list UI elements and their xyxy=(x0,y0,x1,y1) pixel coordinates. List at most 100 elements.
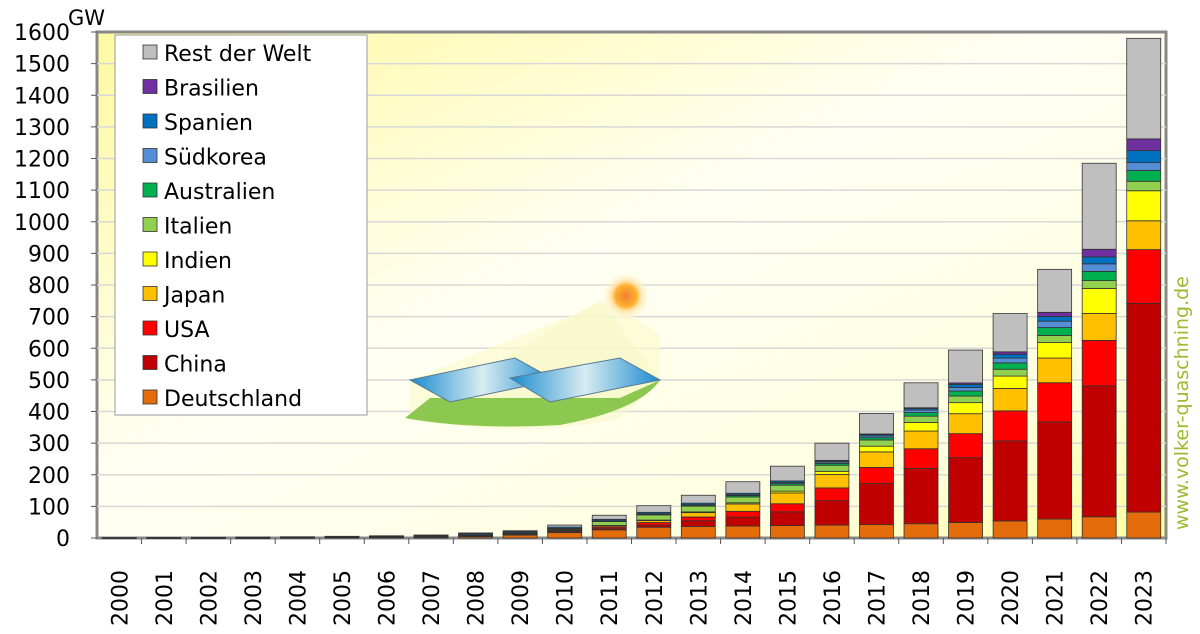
bar-segment xyxy=(1081,271,1117,281)
legend-swatch xyxy=(142,251,158,267)
bar-segment xyxy=(636,514,672,521)
bar-segment xyxy=(859,445,894,453)
bar-segment xyxy=(680,525,716,539)
y-tick-label: 300 xyxy=(28,432,70,457)
bar-segment xyxy=(1081,162,1117,250)
bar-segment xyxy=(413,534,449,536)
bar-segment xyxy=(903,422,939,432)
y-tick-label: 1500 xyxy=(14,53,70,78)
bar-segment xyxy=(235,536,271,539)
legend-swatch xyxy=(142,217,158,232)
y-tick-label: 1600 xyxy=(14,21,70,46)
bar-segment xyxy=(1081,280,1117,289)
bar-stack-2016 xyxy=(814,442,850,539)
bar-segment xyxy=(725,481,761,494)
x-tick-label: 2019 xyxy=(955,570,980,626)
bar-segment xyxy=(680,494,716,504)
bar-segment xyxy=(458,532,494,535)
bars xyxy=(101,37,1162,539)
bar-stack-2006 xyxy=(369,535,404,539)
y-tick-label: 1000 xyxy=(14,211,70,236)
y-tick-label: 100 xyxy=(28,495,70,520)
bar-segment xyxy=(1126,190,1162,222)
bar-segment xyxy=(1037,311,1073,317)
legend-label: Italien xyxy=(164,215,232,240)
bar-segment xyxy=(1126,249,1162,304)
legend-label: Deutschland xyxy=(164,387,302,412)
bar-segment xyxy=(948,402,983,415)
bar-stack-2018 xyxy=(903,382,939,539)
legend-item: USA xyxy=(142,318,210,343)
x-tick-label: 2012 xyxy=(643,570,668,626)
bar-segment xyxy=(502,530,538,532)
x-tick-label: 2007 xyxy=(420,570,445,626)
bar-segment xyxy=(725,496,761,504)
bar-segment xyxy=(1037,421,1073,520)
bar-segment xyxy=(992,388,1028,412)
bar-segment xyxy=(859,439,894,447)
bar-segment xyxy=(1126,37,1162,140)
x-tick-label: 2014 xyxy=(732,570,757,626)
bar-segment xyxy=(1037,357,1073,384)
y-tick-label: 800 xyxy=(28,274,70,299)
bar-segment xyxy=(769,465,805,482)
bar-segment xyxy=(769,484,805,492)
bar-segment xyxy=(101,537,137,539)
bar-segment xyxy=(948,522,983,539)
bar-segment xyxy=(859,413,894,435)
y-tick-label: 700 xyxy=(28,306,70,331)
y-tick-label: 900 xyxy=(28,242,70,267)
y-tick-label: 1200 xyxy=(14,148,70,173)
y-tick-label: 400 xyxy=(28,401,70,426)
bar-segment xyxy=(324,535,360,538)
y-tick-label: 600 xyxy=(28,337,70,362)
bar-segment xyxy=(948,349,983,384)
bar-stack-2020 xyxy=(992,313,1028,539)
bar-stack-2019 xyxy=(948,349,983,539)
bar-segment xyxy=(948,433,983,459)
bar-segment xyxy=(903,430,939,450)
bar-segment xyxy=(992,357,1028,364)
bar-stack-2003 xyxy=(235,536,271,539)
bar-segment xyxy=(903,382,939,409)
y-axis: 0 100 200 300 400 500 600 700 800 900 1000 1100 1200… xyxy=(14,21,97,552)
bar-segment xyxy=(1037,335,1073,343)
bar-stack-2011 xyxy=(591,514,627,539)
x-tick-label: 2016 xyxy=(821,570,846,626)
legend-swatch xyxy=(142,389,158,405)
bar-segment xyxy=(1037,382,1073,423)
bar-segment xyxy=(680,520,716,527)
legend-item: Japan xyxy=(142,284,225,309)
bar-segment xyxy=(1126,220,1162,250)
bar-stack-2005 xyxy=(324,535,360,539)
legend-label: Japan xyxy=(162,284,225,309)
bar-segment xyxy=(948,457,983,523)
bar-segment xyxy=(992,410,1028,442)
x-tick-label: 2022 xyxy=(1088,570,1113,626)
bar-segment xyxy=(1126,150,1162,164)
bar-segment xyxy=(859,451,894,468)
bar-stack-2023 xyxy=(1126,37,1162,539)
bar-segment xyxy=(992,368,1028,377)
legend-swatch xyxy=(142,79,158,94)
legend-label: Brasilien xyxy=(164,77,259,102)
bar-segment xyxy=(948,395,983,404)
bar-segment xyxy=(769,492,805,505)
bar-segment xyxy=(948,413,983,435)
legend-label: Südkorea xyxy=(164,146,267,171)
bar-segment xyxy=(636,526,672,539)
bar-segment xyxy=(859,466,894,484)
legend-label: Rest der Welt xyxy=(164,42,312,67)
x-tick-label: 2015 xyxy=(776,570,801,626)
x-axis: 2000 2001 2002 2003 2004 2005 2006 2007 2008 2009… xyxy=(108,538,1167,626)
x-tick-label: 2010 xyxy=(554,570,579,626)
bar-stack-2000 xyxy=(101,537,137,539)
bar-stack-2001 xyxy=(146,537,182,539)
bar-segment xyxy=(1037,316,1073,322)
bar-segment xyxy=(992,313,1028,353)
x-tick-label: 2021 xyxy=(1044,570,1069,626)
bar-segment xyxy=(992,353,1028,359)
bar-segment xyxy=(1081,248,1117,258)
bar-segment xyxy=(903,412,939,417)
bar-segment xyxy=(547,531,583,539)
